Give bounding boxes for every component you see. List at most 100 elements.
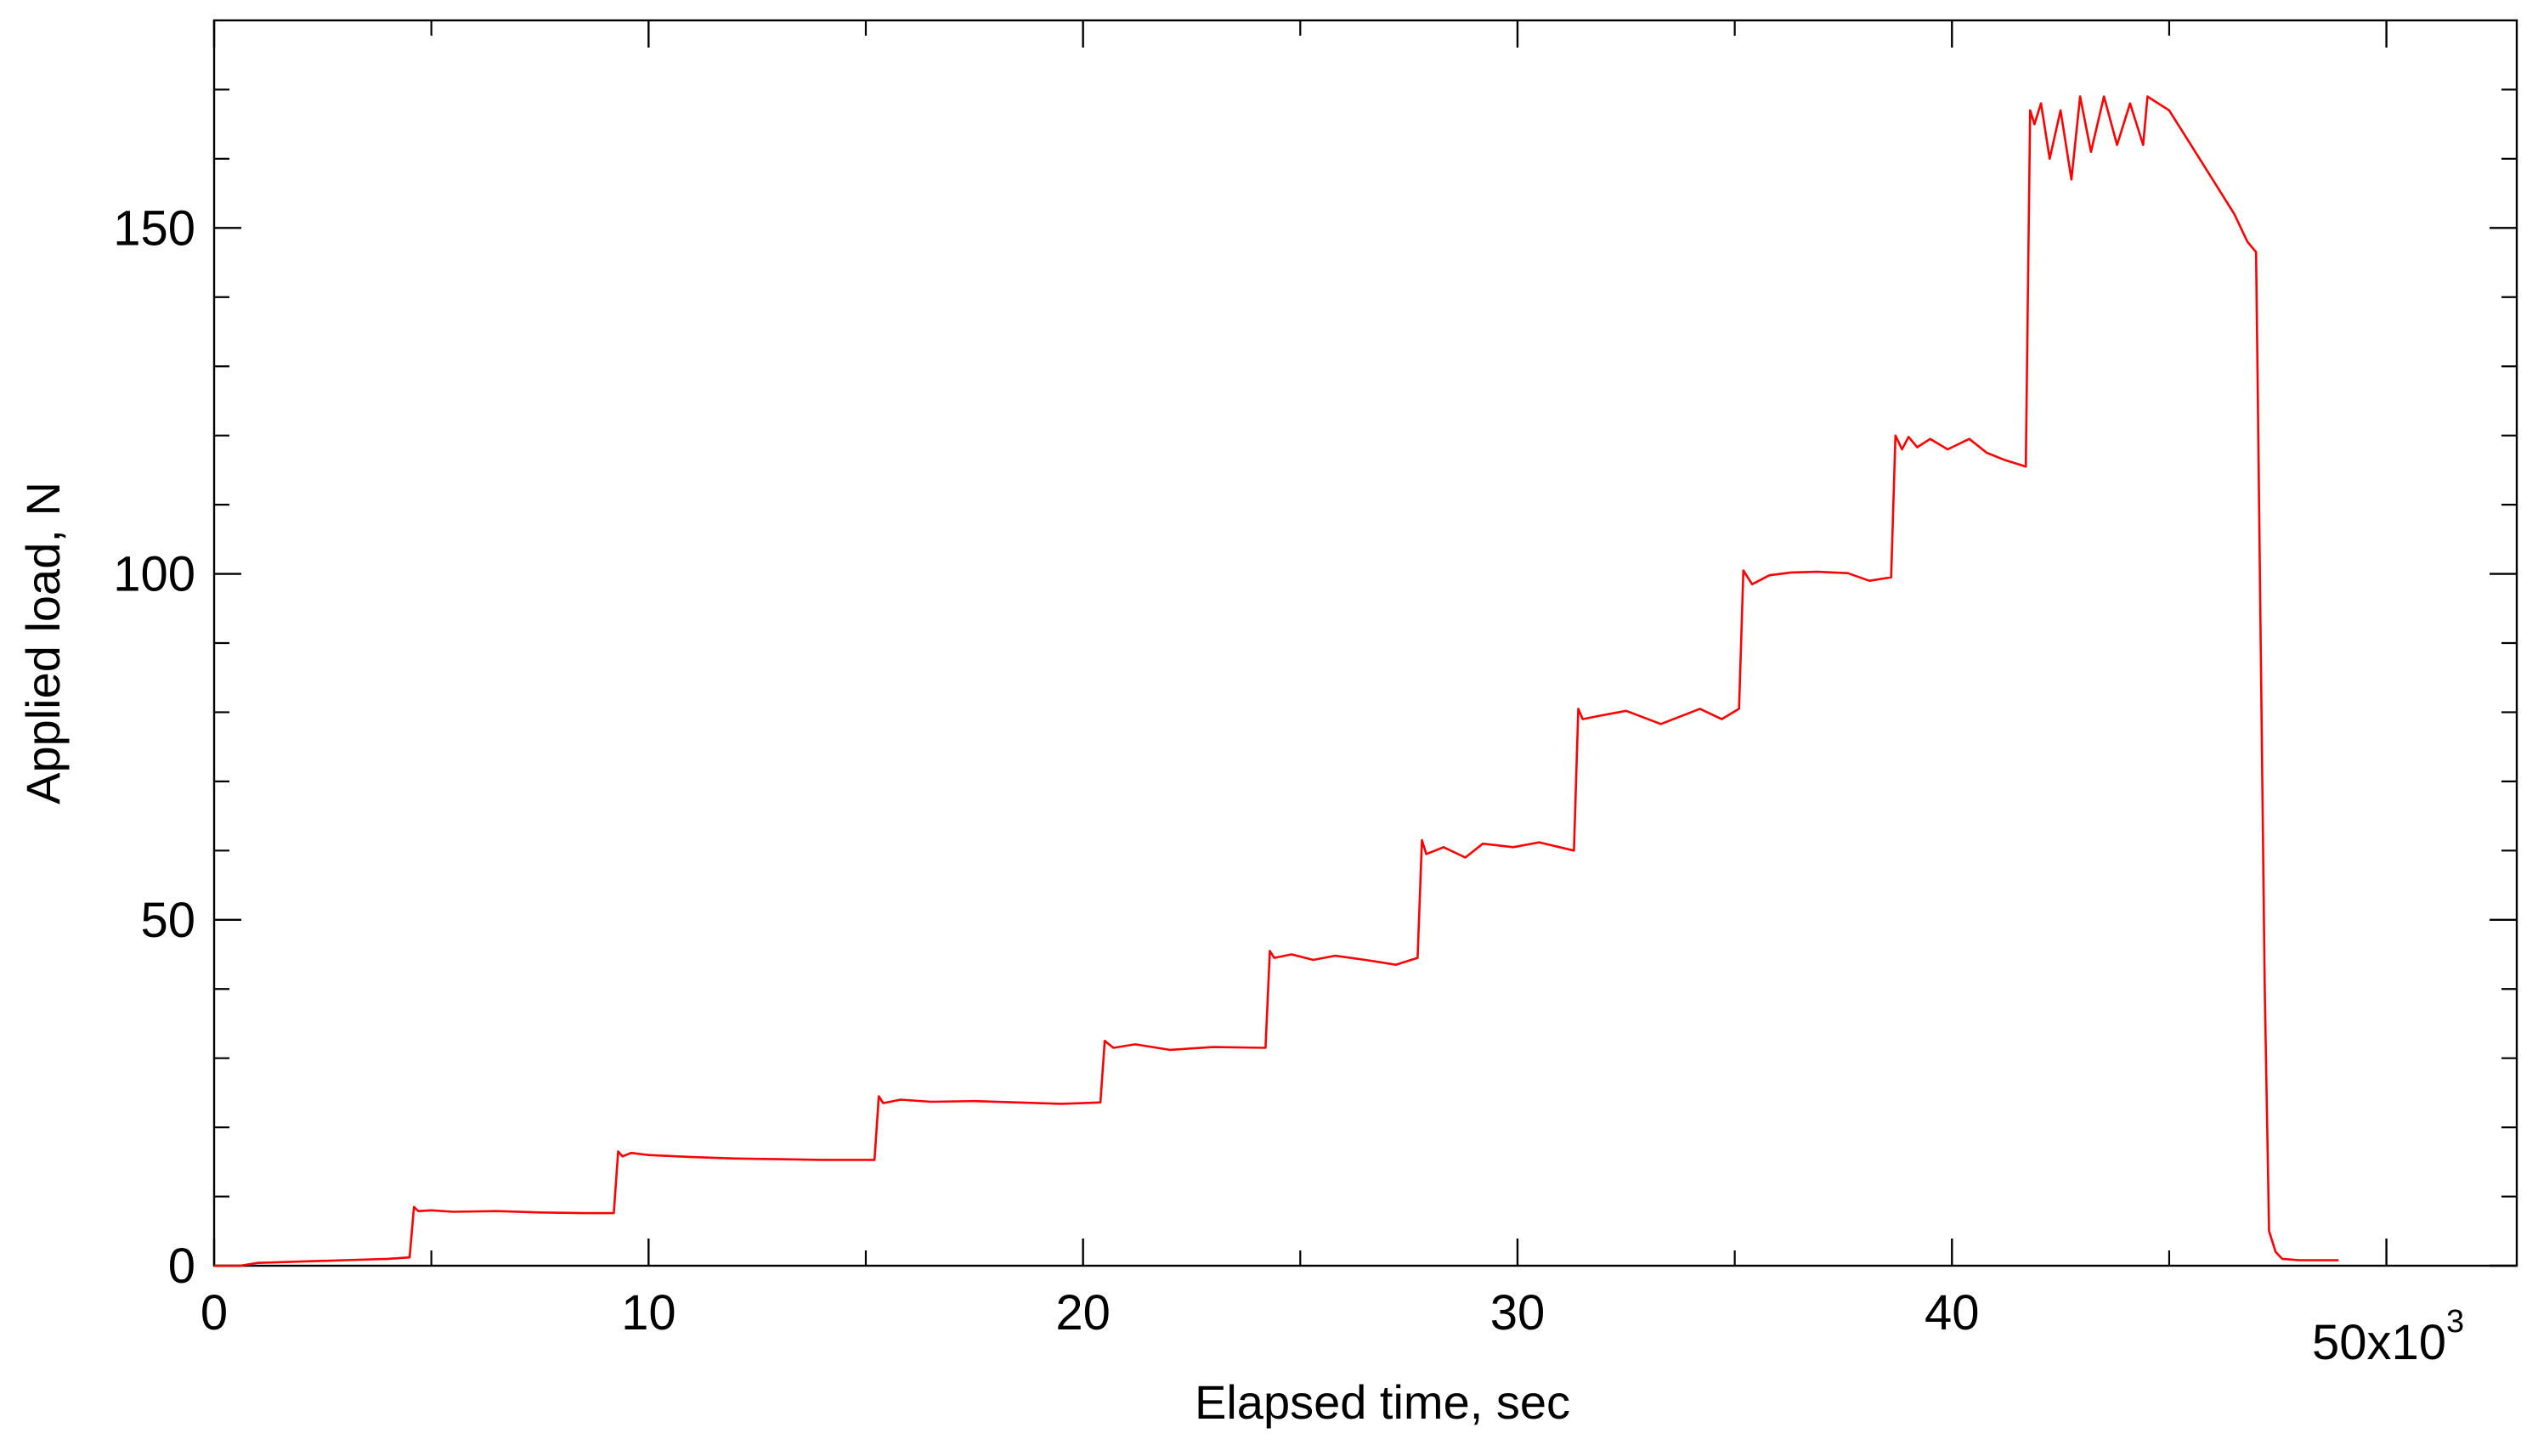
series-point [257, 1262, 258, 1264]
series-point [2258, 434, 2259, 436]
series-point [1901, 449, 1902, 450]
series-point [2040, 103, 2042, 104]
series-point [1269, 950, 1270, 951]
series-point [1947, 449, 1948, 450]
series-point [2029, 110, 2031, 111]
y-tick-label: 150 [113, 200, 195, 256]
series-point [1768, 574, 1770, 576]
series-point [430, 1210, 432, 1211]
series-point [873, 1159, 875, 1160]
series-point [1817, 571, 1818, 573]
series-point [2071, 178, 2072, 180]
series-point [1312, 959, 1314, 961]
series-point [1212, 1046, 1214, 1047]
series-point [2247, 240, 2248, 242]
series-point [1930, 438, 1931, 440]
series-point [2146, 95, 2148, 97]
series-point [617, 1150, 619, 1152]
series-point [213, 1265, 215, 1267]
series-point [2190, 144, 2191, 145]
series-point [621, 1155, 623, 1157]
y-tick-label: 0 [168, 1239, 195, 1294]
series-point [582, 1212, 584, 1214]
series-point [1060, 1103, 1062, 1104]
series-point [2116, 144, 2117, 145]
series-point [1421, 839, 1422, 841]
series-point [1395, 964, 1397, 966]
series-point [409, 1256, 410, 1258]
series-point [1868, 580, 1870, 582]
series-point [1790, 572, 1792, 573]
series-point [1443, 846, 1444, 848]
series-point [2337, 1259, 2339, 1261]
series-point [878, 1095, 879, 1097]
series-point [1099, 1102, 1101, 1103]
series-point [1577, 708, 1579, 709]
x-tick-label: 50x103 [2312, 1304, 2464, 1370]
series-point [1104, 1040, 1105, 1041]
series-point [1743, 569, 1744, 571]
x-tick-label-exponent: 3 [2446, 1304, 2464, 1340]
series-point [1273, 957, 1275, 958]
series-point [882, 1102, 884, 1103]
series-point [387, 1258, 388, 1260]
series-point [1969, 438, 1970, 440]
series-point [930, 1101, 931, 1103]
series-point [691, 1156, 692, 1158]
series-point [2212, 178, 2213, 180]
series-point [2049, 158, 2050, 160]
series-point [2268, 1230, 2270, 1232]
series-point [1134, 1043, 1136, 1045]
x-tick-label: 40 [1925, 1285, 1980, 1340]
series-point [1365, 959, 1366, 961]
series-point [1334, 955, 1336, 957]
series-point [1699, 708, 1701, 709]
series-point [1538, 841, 1540, 843]
series-point [1986, 452, 1987, 454]
series-point [2298, 1259, 2300, 1261]
series-point [2255, 251, 2257, 253]
series-point [2103, 95, 2105, 97]
series-point [1482, 843, 1484, 844]
series-point [1291, 953, 1292, 955]
series-point [2320, 1259, 2322, 1261]
series-point [1169, 1049, 1171, 1051]
series-point [1751, 584, 1753, 585]
series-point [734, 1158, 736, 1160]
series-point [2033, 123, 2035, 125]
series-point [2060, 110, 2061, 111]
axis-ticks [212, 20, 2517, 1267]
series-point [1846, 573, 1848, 574]
series-point [2079, 95, 2081, 97]
series-point [974, 1100, 975, 1102]
x-tick-label: 20 [1055, 1285, 1111, 1340]
series-point [239, 1265, 240, 1267]
series-point [1599, 714, 1601, 716]
series-point [417, 1210, 419, 1211]
series-point [2025, 466, 2026, 467]
series-point [1625, 710, 1627, 712]
y-tick-label: 50 [140, 893, 195, 948]
series-point [452, 1211, 454, 1212]
series-point [647, 1154, 649, 1155]
series-line [214, 95, 2339, 1267]
series-point [300, 1261, 302, 1262]
series-point [1425, 853, 1427, 855]
series-point [413, 1206, 415, 1208]
series-point [2281, 1258, 2283, 1260]
y-tick-label: 100 [113, 547, 195, 602]
tick-labels: 0 10 20 30 40 50x103 0 50 100 150 [113, 200, 2464, 1370]
series-point [900, 1098, 902, 1100]
series-point [539, 1211, 540, 1213]
series-point [2264, 988, 2265, 990]
series-point [822, 1159, 823, 1160]
series-point [1264, 1047, 1266, 1048]
x-tick-label: 0 [201, 1285, 228, 1340]
series-point [630, 1152, 632, 1154]
series-point [2142, 144, 2144, 145]
x-tick-label: 30 [1490, 1285, 1546, 1340]
series-point [1895, 434, 1896, 436]
